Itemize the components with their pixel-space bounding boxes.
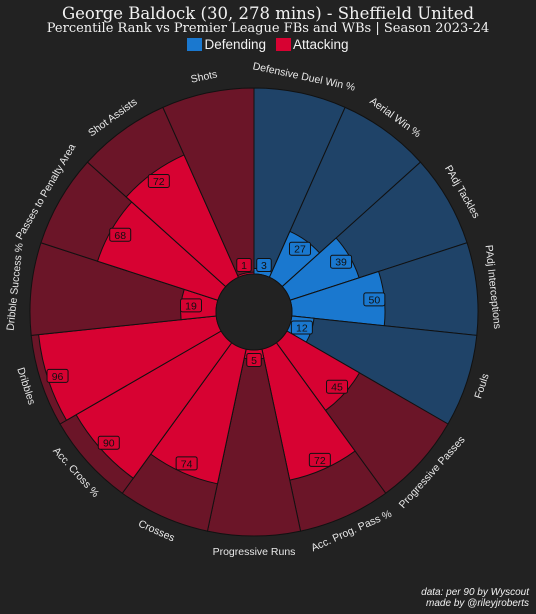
value-box-aerial-win — [288, 241, 311, 256]
param-label-crosses: Crosses — [136, 518, 176, 545]
legend-label-defending: Defending — [204, 37, 267, 52]
value-box-crosses — [175, 456, 198, 471]
value-label-padj-tackles: 39 — [335, 257, 347, 269]
value-label-passes-to-penalty-area: 68 — [114, 230, 126, 242]
value-box-progressive-runs — [246, 353, 262, 367]
chart-subtitle: Percentile Rank vs Premier League FBs an… — [46, 21, 490, 36]
value-label-progressive-runs: 5 — [251, 355, 257, 367]
legend: Defending Attacking — [0, 37, 536, 52]
center-circle — [215, 273, 293, 351]
value-label-defensive-duel-win: 3 — [261, 260, 267, 272]
value-label-aerial-win: 27 — [294, 244, 306, 256]
value-box-dribble-success — [180, 298, 203, 313]
value-box-acc-prog-pass — [308, 452, 331, 467]
value-label-crosses: 74 — [181, 458, 193, 470]
chart-title: George Baldock (30, 278 mins) - Sheffiel… — [61, 4, 475, 23]
param-label-padj-interceptions: PAdj Interceptions — [483, 244, 504, 329]
value-label-dribble-success: 19 — [185, 300, 197, 312]
value-box-acc-cross — [97, 435, 120, 450]
value-label-shots: 1 — [241, 260, 247, 272]
value-box-fouls — [290, 320, 313, 335]
value-box-passes-to-penalty-area — [109, 227, 132, 242]
footer-credit: made by @rileyjroberts — [426, 598, 529, 609]
value-label-dribbles: 96 — [52, 371, 64, 383]
param-label-dribbles: Dribbles — [14, 366, 37, 406]
value-box-dribbles — [46, 368, 69, 383]
param-label-shots: Shots — [190, 68, 219, 85]
legend-item-attacking: Attacking — [276, 37, 349, 52]
param-label-dribble-success: Dribble Success % — [5, 242, 26, 331]
legend-item-defending: Defending — [187, 37, 266, 52]
legend-swatch-attacking — [276, 38, 292, 51]
value-box-shot-assists — [147, 174, 170, 189]
value-label-shot-assists: 72 — [153, 176, 165, 188]
legend-swatch-defending — [187, 38, 203, 51]
value-box-padj-interceptions — [363, 292, 386, 307]
value-box-padj-tackles — [330, 254, 353, 269]
legend-label-attacking: Attacking — [293, 37, 349, 52]
value-label-acc-prog-pass: 72 — [314, 455, 326, 467]
footer-data-source: data: per 90 by Wyscout — [421, 587, 529, 598]
param-label-progressive-runs: Progressive Runs — [213, 546, 296, 558]
value-box-shots — [236, 258, 252, 273]
value-label-fouls: 12 — [296, 323, 308, 335]
value-box-defensive-duel-win — [256, 258, 272, 273]
value-label-progressive-passes: 45 — [331, 382, 343, 394]
value-label-padj-interceptions: 50 — [368, 294, 380, 306]
value-label-acc-cross: 90 — [103, 438, 115, 450]
value-box-progressive-passes — [326, 379, 349, 394]
param-label-fouls: Fouls — [472, 372, 491, 400]
